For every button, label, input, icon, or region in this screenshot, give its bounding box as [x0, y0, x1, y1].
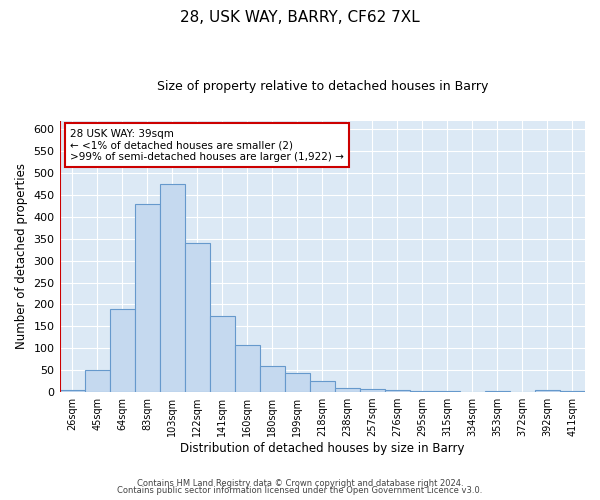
Bar [110, 309, 134, 392]
Bar [209, 316, 235, 392]
Bar [85, 370, 110, 392]
Bar [235, 345, 260, 392]
Text: 28, USK WAY, BARRY, CF62 7XL: 28, USK WAY, BARRY, CF62 7XL [180, 10, 420, 25]
Text: Contains public sector information licensed under the Open Government Licence v3: Contains public sector information licen… [118, 486, 482, 495]
Bar [485, 391, 510, 392]
Bar [160, 184, 185, 392]
Bar [360, 388, 385, 392]
Text: 28 USK WAY: 39sqm
← <1% of detached houses are smaller (2)
>99% of semi-detached: 28 USK WAY: 39sqm ← <1% of detached hous… [70, 128, 344, 162]
Bar [335, 388, 360, 392]
Bar [185, 243, 209, 392]
Bar [285, 373, 310, 392]
Bar [435, 391, 460, 392]
Bar [310, 381, 335, 392]
Title: Size of property relative to detached houses in Barry: Size of property relative to detached ho… [157, 80, 488, 93]
Bar [535, 390, 560, 392]
Bar [134, 204, 160, 392]
Bar [385, 390, 410, 392]
X-axis label: Distribution of detached houses by size in Barry: Distribution of detached houses by size … [180, 442, 464, 455]
Bar [59, 390, 85, 392]
Text: Contains HM Land Registry data © Crown copyright and database right 2024.: Contains HM Land Registry data © Crown c… [137, 478, 463, 488]
Bar [560, 391, 585, 392]
Bar [410, 391, 435, 392]
Y-axis label: Number of detached properties: Number of detached properties [15, 164, 28, 350]
Bar [260, 366, 285, 392]
